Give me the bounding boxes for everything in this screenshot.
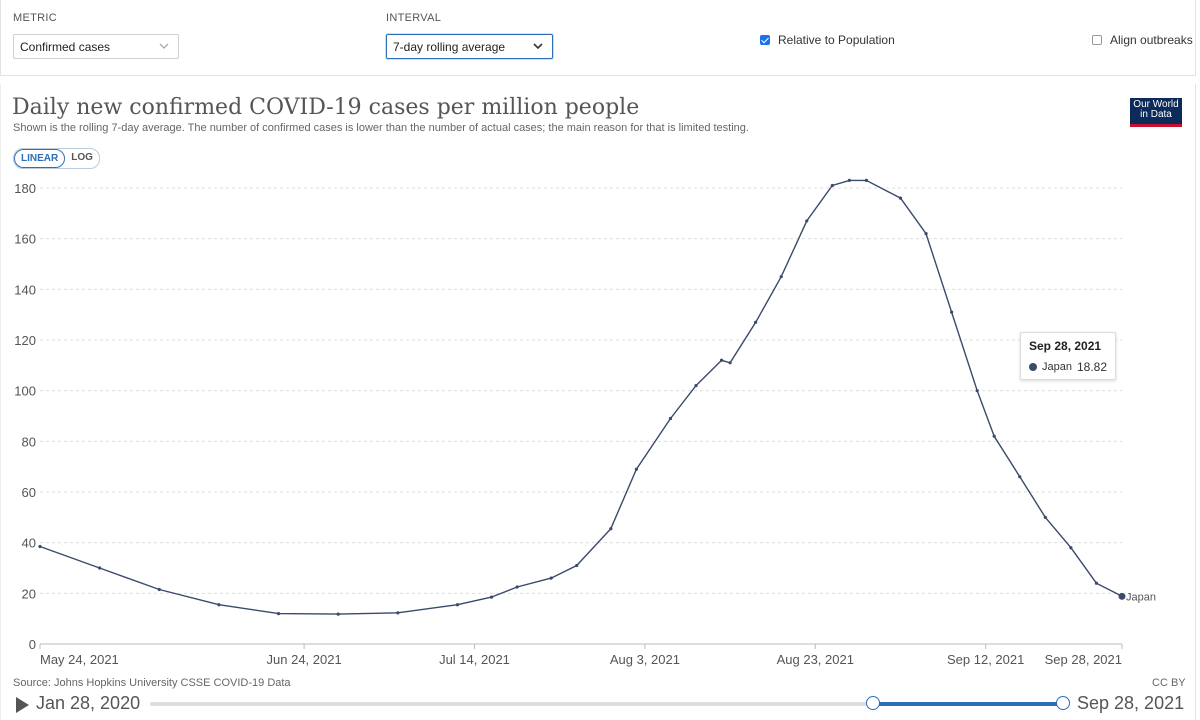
data-point — [864, 178, 869, 182]
x-tick-label: Sep 12, 2021 — [947, 652, 1024, 667]
x-tick-label: Sep 28, 2021 — [1045, 652, 1122, 667]
data-point — [719, 358, 724, 362]
chart-subtitle: Shown is the rolling 7-day average. The … — [13, 122, 749, 134]
timeline-track[interactable] — [150, 702, 1070, 706]
x-tick-label: May 24, 2021 — [40, 652, 119, 667]
data-point — [276, 612, 281, 616]
highlight-point — [1118, 592, 1126, 600]
linear-scale-button[interactable]: LINEAR — [14, 149, 66, 168]
data-point — [609, 527, 613, 531]
tooltip-date: Sep 28, 2021 — [1029, 339, 1102, 353]
data-point — [728, 361, 732, 365]
line-chart[interactable]: 0 20 40 60 80 100 120 140 160 180 May 24, 2021 Jun … — [0, 170, 1200, 670]
chart-tooltip: Sep 28, 2021 Japan 18.82 — [1020, 332, 1116, 380]
x-tick-label: Jul 14, 2021 — [439, 652, 510, 667]
logo-line-2: in Data — [1140, 109, 1172, 120]
x-tick-label: Jun 24, 2021 — [267, 652, 342, 667]
timeline-start: Jan 28, 2020 — [36, 693, 141, 713]
data-point — [157, 587, 161, 592]
x-tick-label: Aug 3, 2021 — [610, 652, 680, 667]
log-scale-button[interactable]: LOG — [71, 152, 93, 163]
owid-logo[interactable]: Our World in Data — [1130, 98, 1182, 127]
data-point — [898, 196, 903, 200]
align-outbreaks-label: Align outbreaks — [1110, 33, 1193, 47]
series-end-label: Japan — [1126, 591, 1156, 603]
timeline-end-handle[interactable] — [1056, 696, 1070, 710]
chevron-down-icon — [533, 43, 543, 50]
interval-label: INTERVAL — [386, 12, 442, 24]
logo-line-1: Our World — [1133, 99, 1179, 110]
data-point — [805, 219, 809, 223]
data-point — [217, 603, 221, 607]
data-point — [1018, 475, 1022, 479]
y-tick-label: 160 — [14, 232, 36, 247]
y-tick-label: 140 — [14, 282, 36, 297]
data-point — [830, 183, 834, 188]
data-point — [1043, 515, 1047, 519]
data-point — [489, 595, 494, 599]
play-icon[interactable] — [16, 697, 29, 713]
data-point — [455, 603, 460, 607]
data-point — [754, 320, 758, 324]
license-label[interactable]: CC BY — [1152, 677, 1186, 689]
metric-select-value: Confirmed cases — [20, 40, 111, 54]
series-line — [39, 179, 1123, 615]
data-point — [1094, 581, 1099, 585]
y-tick-label: 120 — [14, 333, 36, 348]
data-point — [694, 384, 698, 388]
data-point — [847, 178, 851, 182]
y-tick-label: 20 — [22, 586, 36, 601]
series-dot-icon — [1029, 363, 1037, 371]
data-point — [924, 232, 928, 236]
y-tick-label: 0 — [29, 637, 36, 652]
timeline-start-handle[interactable] — [866, 696, 880, 710]
data-point — [549, 576, 553, 580]
chevron-down-icon — [159, 43, 169, 49]
metric-label: METRIC — [13, 12, 57, 24]
align-outbreaks-toggle[interactable]: Align outbreaks — [1092, 33, 1193, 47]
timeline: Jan 28, 2020 Sep 28, 2021 — [0, 690, 1200, 720]
relative-population-toggle[interactable]: Relative to Population — [760, 33, 895, 47]
data-point — [98, 566, 102, 570]
data-point — [575, 563, 579, 568]
logo-underline — [1130, 124, 1182, 127]
chart-title: Daily new confirmed COVID-19 cases per m… — [12, 95, 640, 120]
data-point — [396, 611, 400, 615]
timeline-end: Sep 28, 2021 — [1077, 693, 1185, 713]
tooltip-value: 18.82 — [1076, 360, 1108, 374]
tooltip-series: Japan — [1042, 361, 1072, 373]
scale-toggle[interactable]: LINEAR LOG — [13, 148, 100, 169]
data-point — [515, 585, 519, 589]
metric-select[interactable]: Confirmed cases — [13, 34, 179, 59]
y-tick-label: 40 — [22, 536, 36, 551]
relative-population-label: Relative to Population — [778, 33, 895, 47]
chart-panel — [0, 84, 1196, 720]
align-outbreaks-checkbox[interactable] — [1092, 35, 1102, 45]
y-tick-label: 80 — [22, 434, 36, 449]
source-note[interactable]: Source: Johns Hopkins University CSSE CO… — [13, 677, 291, 689]
data-point — [950, 310, 954, 314]
data-point — [336, 612, 340, 616]
interval-select[interactable]: 7-day rolling average — [386, 34, 553, 59]
data-point — [779, 275, 783, 279]
data-point — [1069, 546, 1073, 550]
y-tick-label: 100 — [14, 384, 36, 399]
data-point — [38, 544, 42, 549]
controls-bar: METRIC Confirmed cases INTERVAL 7-day ro… — [0, 0, 1196, 76]
y-tick-label: 180 — [14, 181, 36, 196]
x-tick-label: Aug 23, 2021 — [777, 652, 854, 667]
tooltip-row: Japan 18.82 — [1029, 360, 1107, 374]
interval-select-value: 7-day rolling average — [393, 40, 506, 54]
data-point — [975, 389, 979, 393]
relative-population-checkbox[interactable] — [760, 35, 770, 45]
data-point — [992, 434, 996, 438]
data-point — [668, 416, 673, 421]
timeline-selected-range — [873, 702, 1063, 706]
data-point — [634, 467, 638, 471]
y-tick-label: 60 — [22, 485, 36, 500]
